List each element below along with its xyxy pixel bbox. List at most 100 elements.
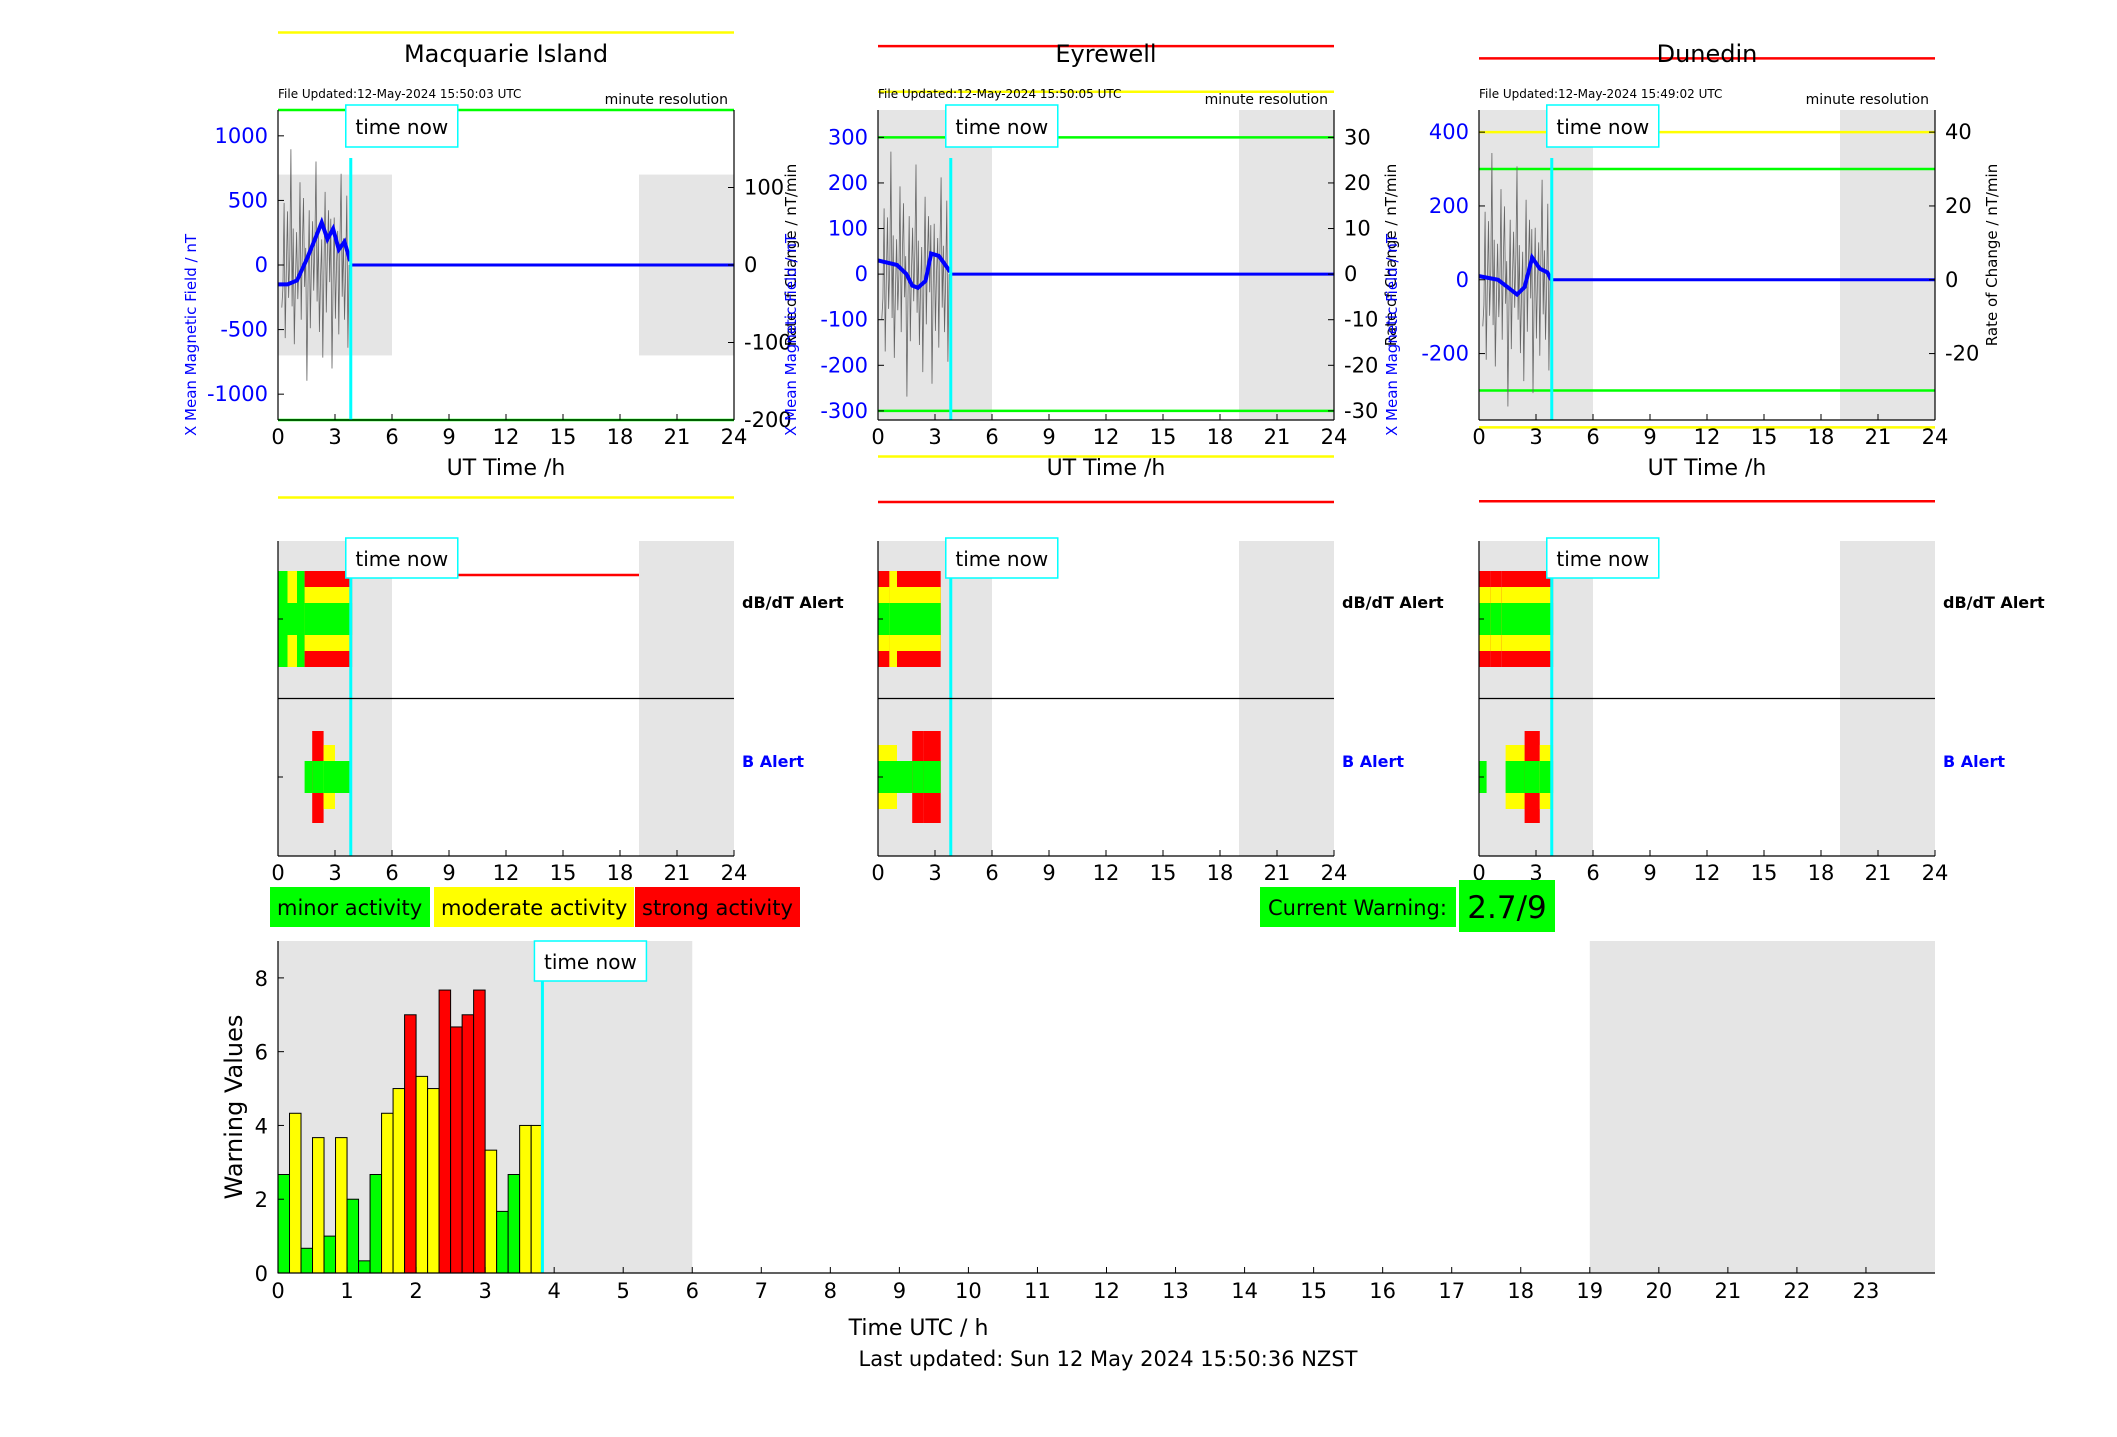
legend-swatch-yellow <box>434 887 634 927</box>
y-tick-label: 4 <box>255 1114 268 1138</box>
x-tick-label: 12 <box>1694 861 1721 885</box>
x-tick-label: 1 <box>340 1279 353 1303</box>
resolution-label: minute resolution <box>1806 92 1929 108</box>
current-warning-label: Current Warning: <box>1268 896 1447 920</box>
last-updated: Last updated: Sun 12 May 2024 15:50:36 N… <box>859 1347 1358 1371</box>
x-tick-label: 18 <box>1808 425 1835 449</box>
b-alert-core <box>923 761 941 793</box>
time-now-box <box>345 104 459 148</box>
dbdt-alert-core <box>1490 603 1502 635</box>
x-tick-label: 6 <box>385 425 398 449</box>
x-tick-label: 0 <box>1472 861 1485 885</box>
x-tick-label: 8 <box>824 1279 837 1303</box>
y-tick-label-right: -30 <box>1344 399 1378 423</box>
x-tick-label: 18 <box>607 861 634 885</box>
b-alert-core <box>323 761 335 793</box>
x-tick-label: 9 <box>1643 425 1656 449</box>
current-warning: Current Warning: 2.7/9 <box>1260 880 1555 932</box>
x-tick-label: 7 <box>755 1279 768 1303</box>
x-tick-label: 19 <box>1576 1279 1603 1303</box>
y-tick-label-left: 0 <box>1456 268 1469 292</box>
y-tick-label-right: -10 <box>1344 308 1378 332</box>
x-tick-label: 4 <box>547 1279 560 1303</box>
dbdt-alert-label: dB/dT Alert <box>1342 593 1444 612</box>
x-tick-label: 2 <box>409 1279 422 1303</box>
time-now-label: time now <box>1556 547 1649 571</box>
warning-bar <box>335 1137 348 1274</box>
rate-of-change-trace <box>1482 152 1551 407</box>
activity-legend: minor activity moderate activity strong ac… <box>270 887 800 927</box>
y-tick-label: 6 <box>255 1041 268 1065</box>
field-panel-2: 0 3 6 9 12 15 18 21 24-2000200400-2002040Dunedin… <box>1383 40 2001 503</box>
x-tick-label: 3 <box>1529 425 1542 449</box>
x-tick-label: 18 <box>1207 425 1234 449</box>
x-tick-label: 0 <box>871 861 884 885</box>
b-alert-label: B Alert <box>1342 752 1404 771</box>
legend-swatch-red <box>635 887 800 927</box>
x-tick-label: 6 <box>985 861 998 885</box>
x-tick-label: 12 <box>1093 1279 1120 1303</box>
x-mean-field-trace <box>1478 252 1553 298</box>
x-tick-label: 23 <box>1853 1279 1880 1303</box>
x-tick-label: 22 <box>1784 1279 1811 1303</box>
field-panel-0: 0 3 6 9 12 15 18 21 24-1000-50005001000-200-1000… <box>182 31 800 577</box>
dbdt-alert-core <box>304 603 353 635</box>
time-now-label: time now <box>355 547 448 571</box>
x-tick-label: 18 <box>1808 861 1835 885</box>
x-tick-label: 21 <box>1264 861 1291 885</box>
x-tick-label: 3 <box>928 861 941 885</box>
night-band <box>1589 941 1935 1273</box>
station-title: Macquarie Island <box>404 40 608 68</box>
time-now-label: time now <box>955 115 1048 139</box>
alert-panel-1: 0 3 6 9 12 15 18 21 24 dB/dT Alert B Alert time now <box>871 537 1444 885</box>
y-tick-label-left: 200 <box>828 171 868 195</box>
resolution-label: minute resolution <box>605 92 728 108</box>
x-tick-label: 0 <box>271 861 284 885</box>
x-tick-label: 15 <box>550 425 577 449</box>
warning-bar <box>381 1112 394 1274</box>
dbdt-alert-core <box>1501 603 1554 635</box>
x-tick-label: 6 <box>1586 425 1599 449</box>
x-tick-label: 24 <box>721 425 748 449</box>
legend-swatch-green <box>270 887 430 927</box>
y-tick-label-left: -200 <box>820 353 868 377</box>
time-now-label: time now <box>544 950 637 974</box>
field-panel-1: 0 3 6 9 12 15 18 21 24-300-200-1000100200300-30-… <box>782 40 1400 504</box>
y-tick-label-right: -100 <box>744 331 792 355</box>
x-tick-label: 12 <box>1093 425 1120 449</box>
warning-bar <box>507 1174 521 1274</box>
y-tick-label-right: 100 <box>744 176 784 200</box>
y-tick-label-left: -100 <box>820 308 868 332</box>
b-alert-block <box>335 761 351 793</box>
x-tick-label: 6 <box>686 1279 699 1303</box>
x-tick-label: 24 <box>721 861 748 885</box>
warning-bar <box>519 1124 532 1274</box>
time-now-box <box>945 537 1059 579</box>
y-tick-label-right: 20 <box>1945 194 1972 218</box>
warning-bar <box>473 989 486 1274</box>
y-tick-label-left: 200 <box>1429 194 1469 218</box>
file-updated-label: File Updated:12-May-2024 15:50:03 UTC <box>278 87 521 101</box>
x-tick-label: 9 <box>1042 861 1055 885</box>
b-alert-core <box>912 761 924 793</box>
y-axis-label-right: Rate of Change / nT/min <box>782 164 800 346</box>
warning-bar <box>461 1014 475 1274</box>
y-axis-label-left: X Mean Magnetic Field / nT <box>182 233 200 436</box>
dbdt-alert-core <box>1479 603 1491 635</box>
dbdt-alert-core <box>897 603 941 635</box>
warning-bar <box>346 1198 360 1274</box>
y-tick-label-right: 0 <box>1945 268 1958 292</box>
x-tick-label: 12 <box>1093 861 1120 885</box>
x-tick-label: 21 <box>1865 425 1892 449</box>
x-tick-label: 6 <box>1586 861 1599 885</box>
y-tick-label-left: 0 <box>255 253 268 277</box>
warning-bar <box>438 989 452 1274</box>
warning-bar <box>404 1014 417 1274</box>
x-tick-label: 3 <box>478 1279 491 1303</box>
warning-bar <box>289 1112 302 1274</box>
x-tick-label: 15 <box>1150 425 1177 449</box>
x-tick-label: 18 <box>607 425 634 449</box>
x-tick-label: 15 <box>1751 425 1778 449</box>
dbdt-alert-core <box>287 603 297 635</box>
x-axis-label: UT Time /h <box>1648 456 1767 481</box>
